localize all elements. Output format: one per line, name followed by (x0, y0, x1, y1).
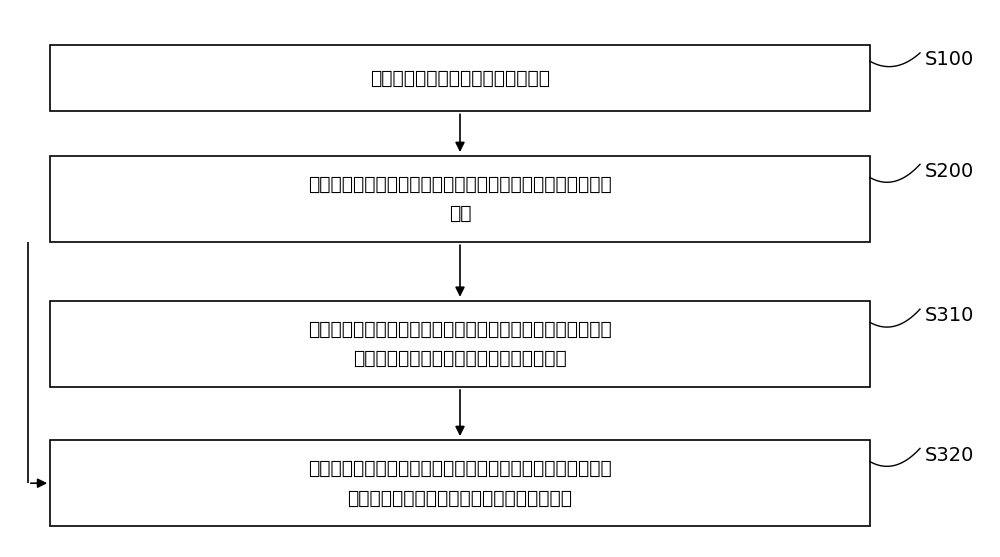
Bar (50, 301, 870, 387)
Text: S310: S310 (925, 306, 974, 325)
Bar (50, 45, 870, 111)
Text: 当一工位处门板装饰条的装配工况与门板装饰条的目标工况一
致时，控制一工位处的旋压气缸启动压紧门板: 当一工位处门板装饰条的装配工况与门板装饰条的目标工况一 致时，控制一工位处的旋压… (308, 459, 612, 507)
Text: S200: S200 (925, 162, 974, 180)
Text: 比对一工位处门板装饰条的装配工况与门板装饰条的目标装配
工况: 比对一工位处门板装饰条的装配工况与门板装饰条的目标装配 工况 (308, 175, 612, 223)
Bar (50, 440, 870, 526)
Text: S100: S100 (925, 50, 974, 69)
Text: 当一工位处门板装饰条的装配工况与门板装饰条的目标工况不
一致时，控制一工位处的旋压气缸禁止启动: 当一工位处门板装饰条的装配工况与门板装饰条的目标工况不 一致时，控制一工位处的旋… (308, 320, 612, 368)
Text: S320: S320 (925, 446, 974, 465)
Bar (50, 156, 870, 242)
Text: 获取一工位处门板装饰条的装配工况: 获取一工位处门板装饰条的装配工况 (370, 69, 550, 87)
